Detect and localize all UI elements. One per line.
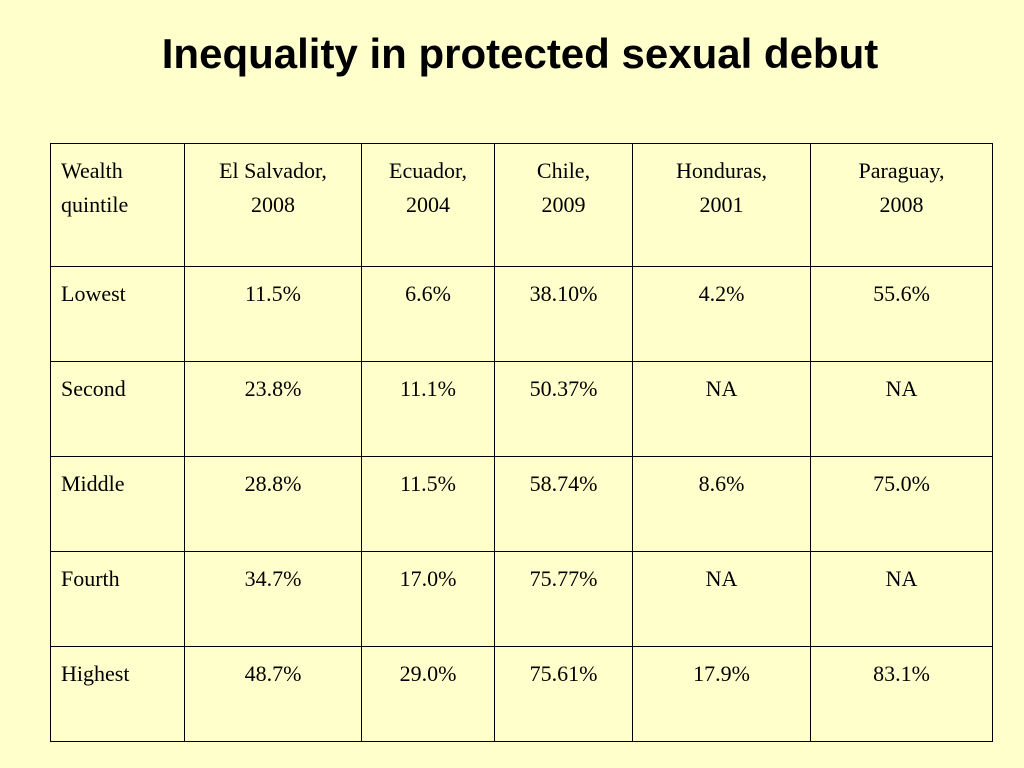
- table-row: Middle 28.8% 11.5% 58.74% 8.6% 75.0%: [50, 456, 993, 552]
- header-paraguay: Paraguay, 2008: [810, 143, 993, 267]
- row-label: Middle: [50, 456, 185, 552]
- row-label: Lowest: [50, 266, 185, 362]
- header-line: 2008: [879, 192, 924, 217]
- header-line: Wealth: [61, 158, 123, 183]
- header-line: 2008: [251, 192, 295, 217]
- table-cell: 75.0%: [810, 456, 993, 552]
- header-wealth-quintile: Wealth quintile: [50, 143, 185, 267]
- table-cell: 4.2%: [632, 266, 811, 362]
- table-row: Highest 48.7% 29.0% 75.61% 17.9% 83.1%: [50, 646, 993, 742]
- header-line: quintile: [61, 192, 129, 217]
- header-line: Ecuador,: [389, 158, 467, 183]
- header-line: 2004: [406, 192, 450, 217]
- table-header-row: Wealth quintile El Salvador, 2008 Ecuado…: [50, 143, 993, 267]
- table-cell: NA: [632, 551, 811, 647]
- header-line: El Salvador,: [219, 158, 327, 183]
- table-cell: 50.37%: [494, 361, 633, 457]
- table-cell: 11.5%: [184, 266, 362, 362]
- data-table: Wealth quintile El Salvador, 2008 Ecuado…: [50, 143, 993, 742]
- table-cell: 6.6%: [361, 266, 495, 362]
- header-line: 2001: [699, 192, 744, 217]
- table-cell: NA: [810, 551, 993, 647]
- table-cell: 11.1%: [361, 361, 495, 457]
- header-line: Chile,: [536, 158, 591, 183]
- row-label: Fourth: [50, 551, 185, 647]
- header-el-salvador: El Salvador, 2008: [184, 143, 362, 267]
- table-cell: 75.61%: [494, 646, 633, 742]
- table-cell: 29.0%: [361, 646, 495, 742]
- table-cell: NA: [810, 361, 993, 457]
- table-row: Fourth 34.7% 17.0% 75.77% NA NA: [50, 551, 993, 647]
- header-chile: Chile, 2009: [494, 143, 633, 267]
- slide-title: Inequality in protected sexual debut: [161, 30, 879, 77]
- row-label: Highest: [50, 646, 185, 742]
- table-cell: NA: [632, 361, 811, 457]
- table-cell: 55.6%: [810, 266, 993, 362]
- table-cell: 34.7%: [184, 551, 362, 647]
- row-label: Second: [50, 361, 185, 457]
- header-honduras: Honduras, 2001: [632, 143, 811, 267]
- table-row: Second 23.8% 11.1% 50.37% NA NA: [50, 361, 993, 457]
- table-cell: 58.74%: [494, 456, 633, 552]
- table-cell: 38.10%: [494, 266, 633, 362]
- header-line: 2009: [541, 192, 586, 217]
- table-cell: 83.1%: [810, 646, 993, 742]
- table-cell: 28.8%: [184, 456, 362, 552]
- table-cell: 17.9%: [632, 646, 811, 742]
- table-cell: 17.0%: [361, 551, 495, 647]
- table-cell: 11.5%: [361, 456, 495, 552]
- table-cell: 48.7%: [184, 646, 362, 742]
- header-line: Honduras,: [675, 158, 768, 183]
- table-row: Lowest 11.5% 6.6% 38.10% 4.2% 55.6%: [50, 266, 993, 362]
- header-line: Paraguay,: [858, 158, 945, 183]
- table-cell: 23.8%: [184, 361, 362, 457]
- table-cell: 8.6%: [632, 456, 811, 552]
- table-cell: 75.77%: [494, 551, 633, 647]
- header-ecuador: Ecuador, 2004: [361, 143, 495, 267]
